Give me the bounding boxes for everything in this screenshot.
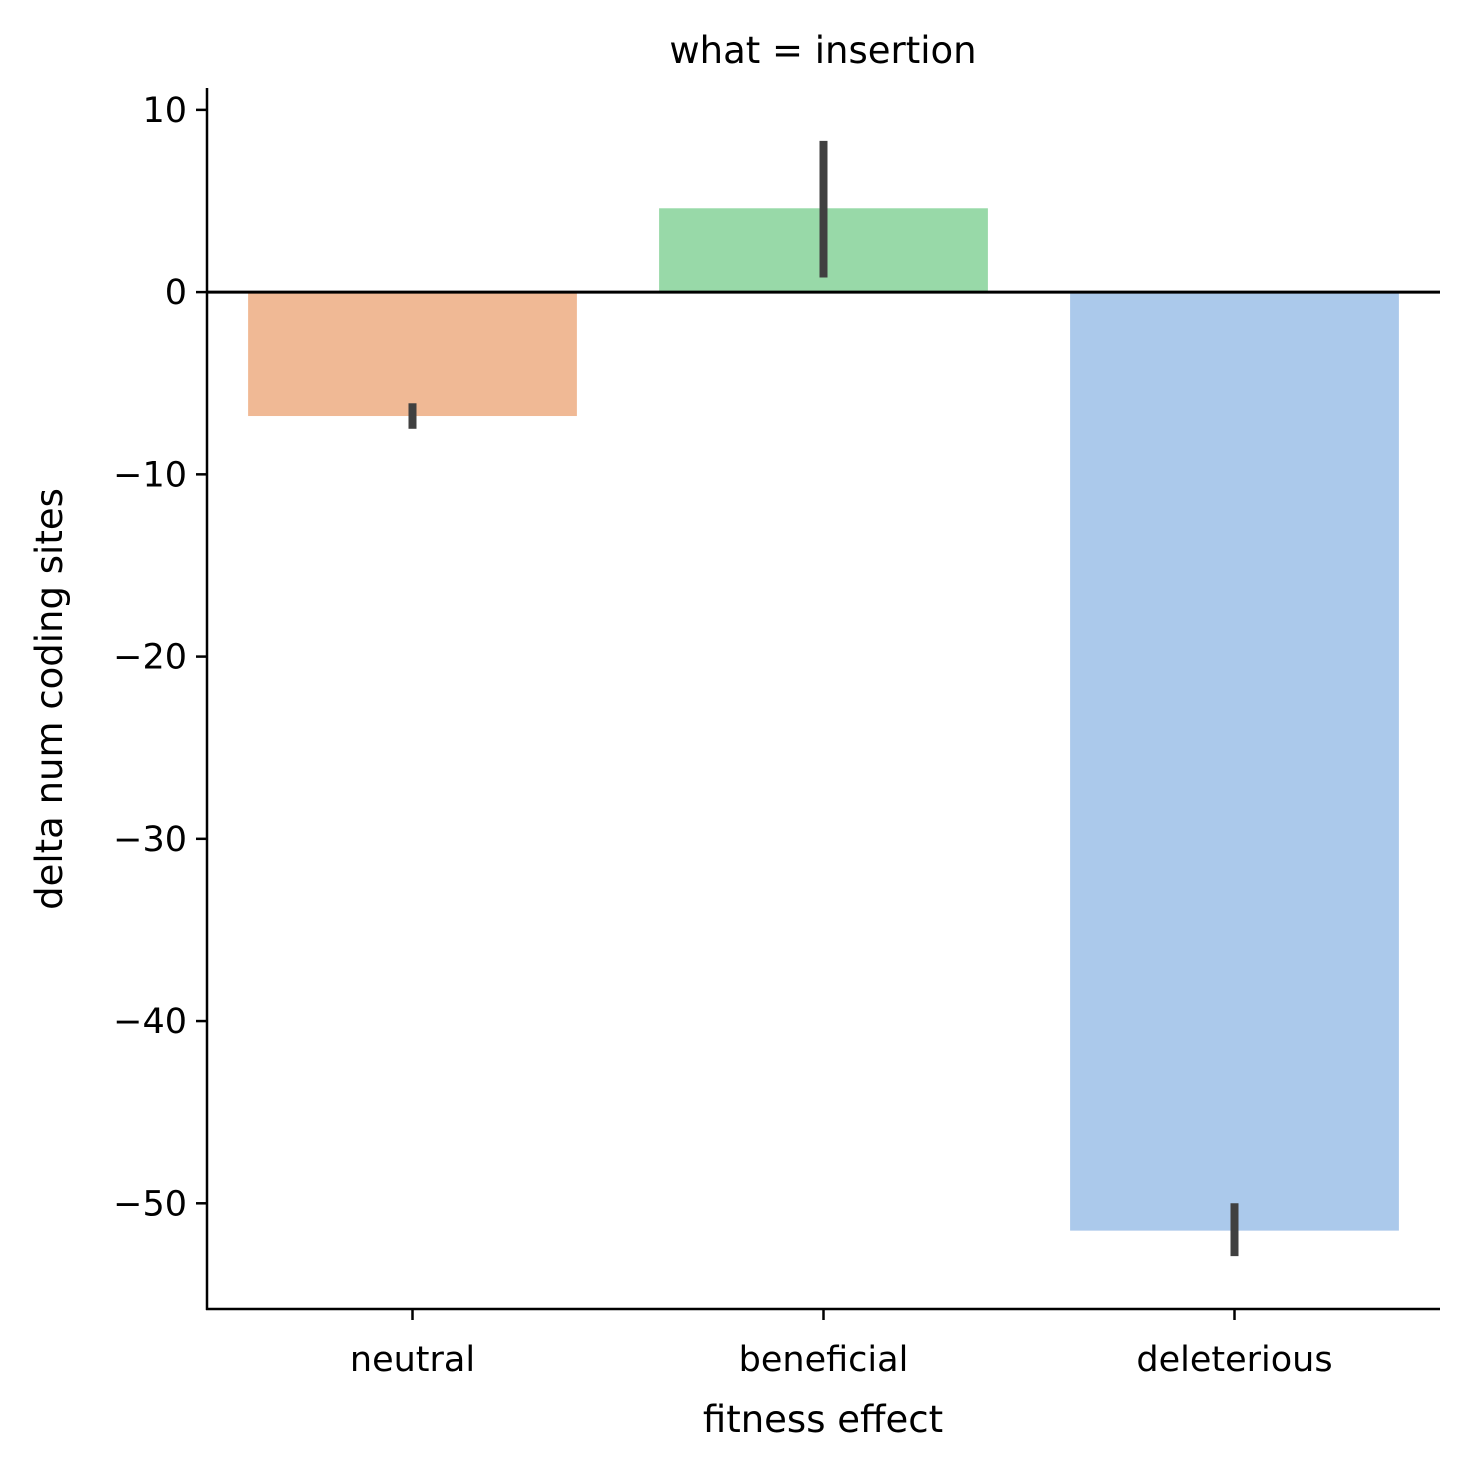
y-tick-label: −40 xyxy=(113,1002,187,1042)
bar-deleterious xyxy=(1070,292,1399,1231)
y-ticks-group: 10 0 −10 −20 −30 −40 −50 xyxy=(113,91,207,1224)
y-axis-label: delta num coding sites xyxy=(28,488,71,910)
y-tick-label: 0 xyxy=(165,273,187,313)
x-tick-label-deleterious: deleterious xyxy=(1136,1340,1332,1380)
y-tick-label: −30 xyxy=(113,820,187,860)
bar-neutral xyxy=(248,292,577,417)
y-tick-label: 10 xyxy=(142,91,187,131)
x-tick-label-beneficial: beneficial xyxy=(739,1340,909,1380)
bars-group xyxy=(248,208,1399,1231)
x-ticks-group: neutral beneficial deleterious xyxy=(350,1309,1333,1380)
error-bars-group xyxy=(408,140,1239,1257)
chart-title: what = insertion xyxy=(669,29,976,72)
y-tick-label: −20 xyxy=(113,638,187,678)
x-axis-label: fitness effect xyxy=(703,1398,943,1441)
x-tick-label-neutral: neutral xyxy=(350,1340,475,1380)
y-tick-label: −50 xyxy=(113,1184,187,1224)
y-tick-label: −10 xyxy=(113,455,187,495)
